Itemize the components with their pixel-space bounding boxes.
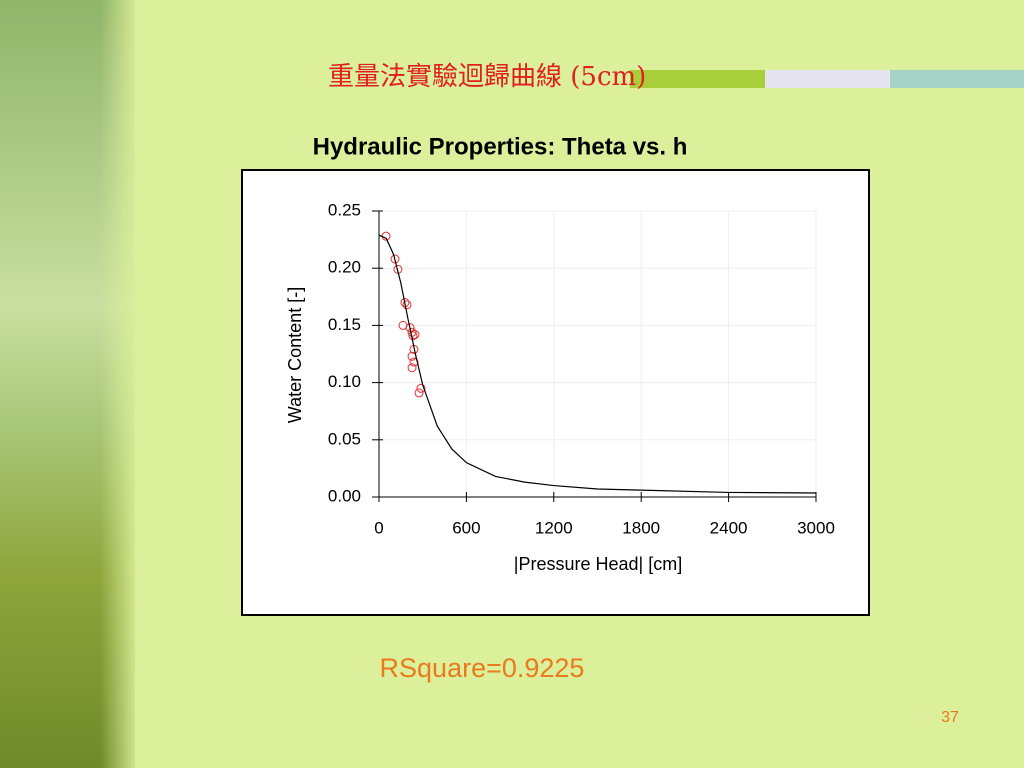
y-tick-label: 0.15 [328,315,361,334]
rsquare: RSquare=0.9225 [380,653,585,683]
data-point [390,254,400,264]
x-tick-label: 1800 [622,518,660,537]
y-tick-label: 0.20 [328,258,361,277]
x-tick-label: 1200 [535,518,573,537]
chart-frame [241,169,870,616]
data-point [405,323,415,333]
x-tick-label: 600 [452,518,480,537]
x-tick-label: 0 [374,518,383,537]
y-tick-label: 0.25 [328,200,361,219]
slide-title: 重量法實驗迴歸曲線 (5cm) [328,62,646,92]
data-point [407,363,417,373]
x-tick-label: 2400 [710,518,748,537]
y-tick-label: 0.00 [328,486,361,505]
x-axis-label: |Pressure Head| [cm] [514,554,682,574]
deco-bar [630,70,765,88]
data-point [416,383,426,393]
deco-bar [890,70,1024,88]
y-tick-label: 0.10 [328,372,361,391]
data-point [409,357,419,367]
y-axis-label: Water Content [-] [285,287,305,423]
side-fade [100,0,140,768]
page-number: 37 [941,709,959,726]
deco-bar [765,70,890,88]
data-point [402,300,412,310]
y-tick-label: 0.05 [328,429,361,448]
x-tick-label: 3000 [797,518,835,537]
chart-title: Hydraulic Properties: Theta vs. h [313,133,688,160]
data-point [414,388,424,398]
fit-line [378,234,817,494]
